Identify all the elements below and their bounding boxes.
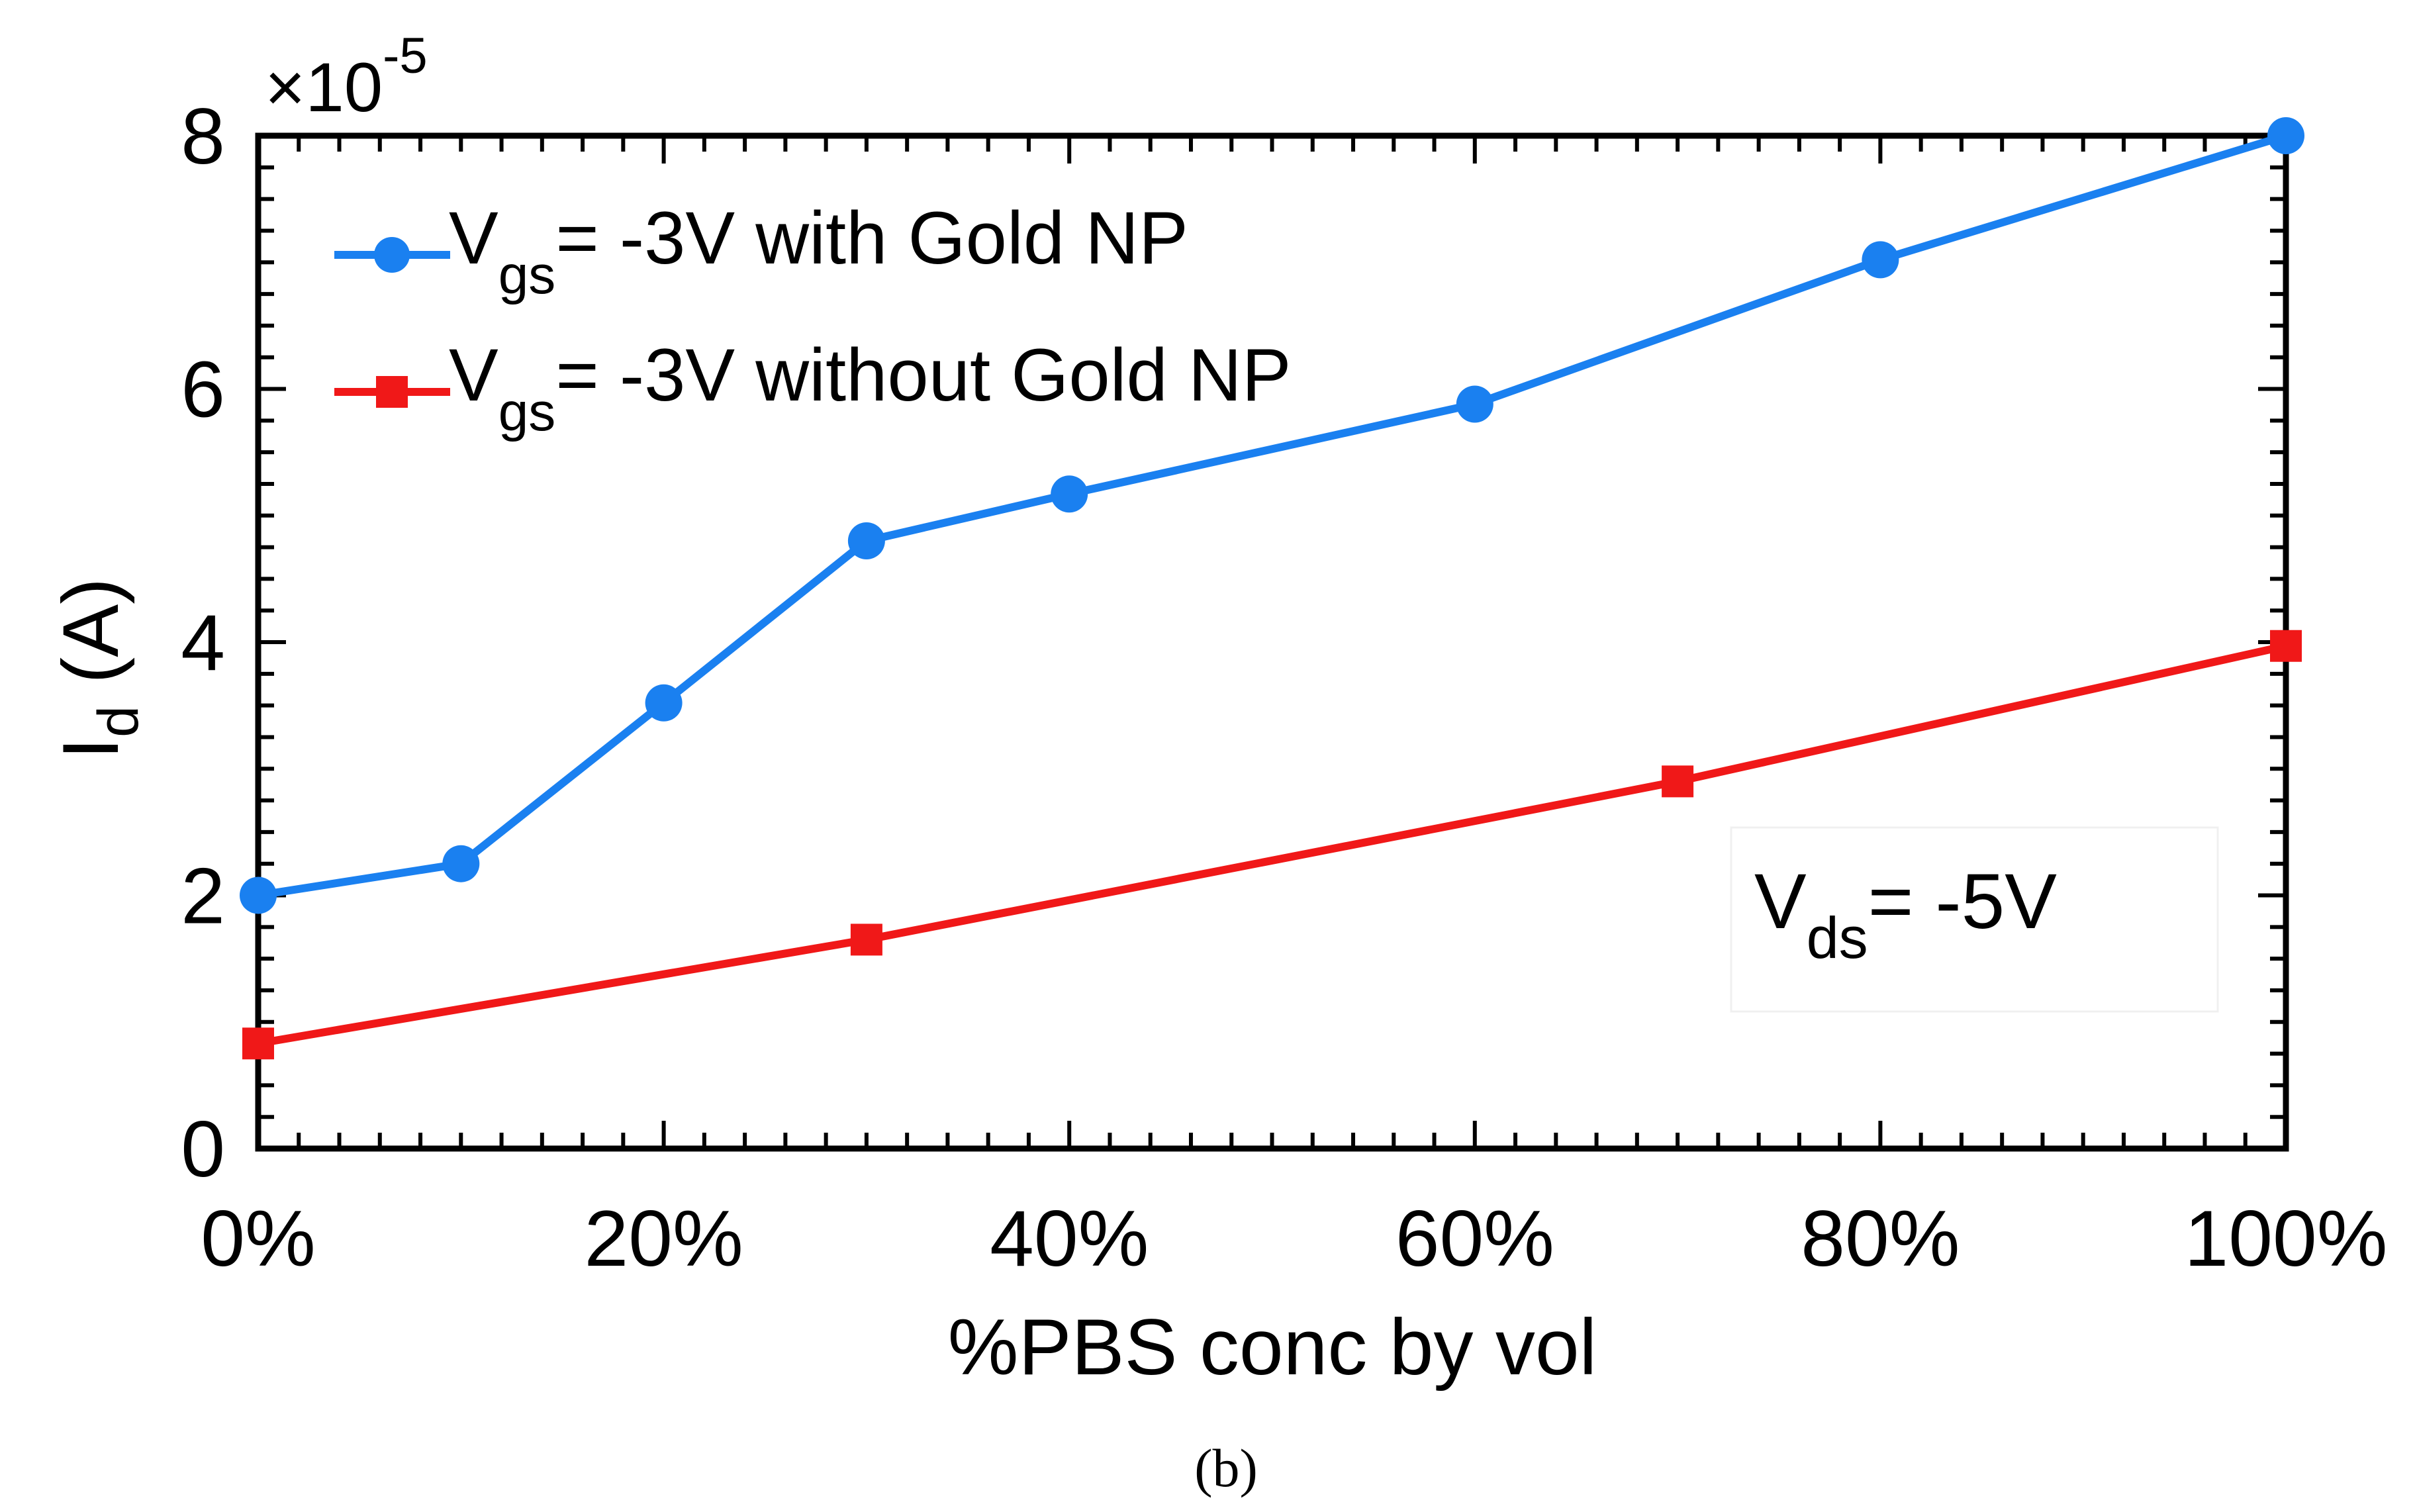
data-point-with-gold xyxy=(1456,385,1493,423)
x-tick-label: 20% xyxy=(585,1194,743,1283)
series-line-without-gold xyxy=(257,641,2287,1048)
x-tick-label: 60% xyxy=(1396,1194,1554,1283)
data-point-with-gold xyxy=(1862,241,1899,279)
y-tick-label: 0 xyxy=(181,1105,225,1194)
data-point-without-gold xyxy=(850,923,882,956)
legend-label-with-gold: Vgs= -3V with Gold NP xyxy=(449,197,1188,305)
legend-marker-with-gold xyxy=(374,237,410,273)
y-tick-label: 6 xyxy=(181,346,225,434)
x-axis-label: %PBS conc by vol xyxy=(948,1303,1597,1392)
y-tick-label: 8 xyxy=(181,92,225,181)
y-axis-label-unit: (A) xyxy=(46,578,135,706)
y-multiplier-base: ×10 xyxy=(265,49,383,126)
data-point-with-gold xyxy=(645,684,683,722)
data-point-without-gold xyxy=(2270,630,2302,662)
vds-annotation-main: V xyxy=(1754,858,1807,945)
legend: Vgs= -3V with Gold NP Vgs= -3V without G… xyxy=(334,197,1292,442)
legend-label-without-gold: Vgs= -3V without Gold NP xyxy=(449,334,1292,442)
y-axis-label-sub: d xyxy=(87,706,150,737)
vds-annotation-text: Vds= -5V xyxy=(1754,858,2057,970)
vds-annotation-rest: = -5V xyxy=(1868,858,2058,945)
legend-label-with-gold-rest: = -3V with Gold NP xyxy=(555,197,1188,279)
x-tick-label: 0% xyxy=(201,1194,315,1283)
data-point-with-gold xyxy=(1051,475,1088,513)
data-point-with-gold xyxy=(240,876,277,914)
legend-label-with-gold-sub: gs xyxy=(498,245,556,305)
y-tick-label: 4 xyxy=(181,598,225,687)
vds-annotation-sub: ds xyxy=(1807,905,1868,970)
data-point-without-gold xyxy=(242,1027,274,1060)
legend-label-without-gold-main: V xyxy=(449,334,498,416)
vds-annotation: Vds= -5V xyxy=(1730,826,2219,1013)
x-tick-label: 80% xyxy=(1801,1194,1960,1283)
legend-label-with-gold-main: V xyxy=(449,197,498,279)
x-tick-label: 100% xyxy=(2185,1194,2388,1283)
figure-caption: (b) xyxy=(1194,1438,1258,1498)
y-multiplier-exponent: -5 xyxy=(383,28,428,84)
series-layer xyxy=(240,117,2304,1060)
data-point-without-gold xyxy=(1662,765,1694,798)
y-axis-label-main: I xyxy=(46,737,135,759)
series-line-with-gold xyxy=(258,132,2287,900)
data-point-with-gold xyxy=(847,522,885,559)
legend-marker-without-gold xyxy=(376,376,408,408)
x-tick-labels: 0% 20% 40% 60% 80% 100% xyxy=(201,1194,2387,1283)
y-axis-label: Id (A) xyxy=(46,578,150,760)
legend-label-without-gold-rest: = -3V without Gold NP xyxy=(555,334,1291,416)
y-multiplier: ×10-5 xyxy=(265,28,428,126)
data-point-with-gold xyxy=(2267,117,2304,154)
data-point-with-gold xyxy=(442,845,480,882)
x-tick-label: 40% xyxy=(990,1194,1149,1283)
legend-label-without-gold-sub: gs xyxy=(498,382,556,442)
y-tick-label: 2 xyxy=(181,852,225,941)
vds-annotation-box xyxy=(1730,826,2219,1013)
y-tick-labels: 0 2 4 6 8 xyxy=(181,92,225,1194)
